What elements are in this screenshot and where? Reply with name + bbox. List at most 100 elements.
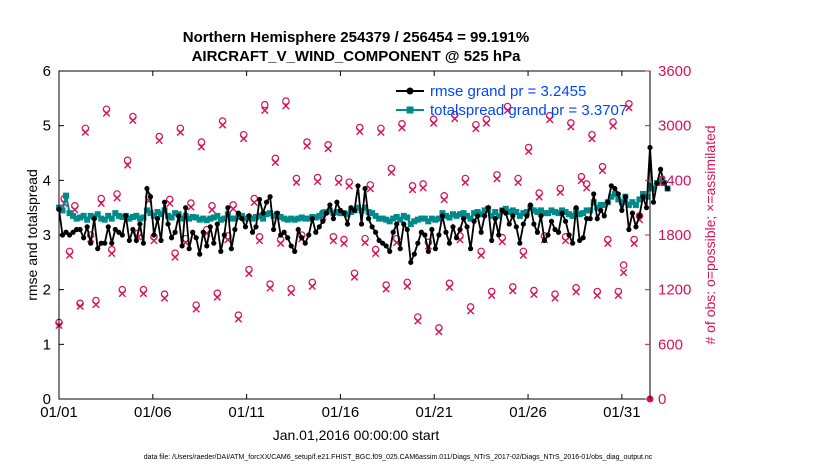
legend: rmse grand pr = 3.2455 totalspread grand…: [396, 83, 627, 119]
rmse-point: [538, 213, 544, 219]
obs-assimilated-marker: [155, 136, 163, 145]
obs-assimilated-marker: [160, 294, 169, 302]
obs-assimilated-marker: [218, 121, 227, 129]
rmse-point: [334, 199, 340, 205]
spread-point: [562, 209, 569, 216]
data-file-footnote: data file: /Users/raeder/DAI/ATM_forcXX/…: [144, 454, 653, 461]
spread-point: [492, 209, 499, 216]
obs-assimilated-stroke: [598, 166, 607, 175]
spread-point: [87, 212, 94, 219]
y-tick-label-right: 2400: [658, 172, 691, 189]
obs-assimilated-marker: [292, 178, 301, 187]
rmse-point: [341, 210, 347, 216]
spread-point: [221, 215, 228, 222]
plot-frame: [58, 70, 651, 400]
rmse-point: [263, 199, 270, 205]
obs-assimilated-stroke: [625, 104, 633, 112]
obs-assimilated-marker: [350, 273, 359, 281]
spread-point: [302, 215, 309, 222]
rmse-point: [570, 240, 576, 246]
obs-possible-marker: [123, 156, 132, 165]
obs-assimilated-marker: [419, 184, 427, 192]
obs-assimilated-marker: [614, 291, 623, 300]
spread-point: [601, 201, 608, 208]
spread-point: [77, 214, 84, 221]
spread-point: [344, 211, 351, 218]
rmse-point: [81, 235, 87, 241]
spread-point: [165, 212, 172, 219]
spread-point: [594, 204, 601, 211]
obs-possible-marker: [260, 100, 269, 109]
obs-assimilated-marker: [609, 122, 617, 130]
obs-assimilated-marker: [588, 134, 596, 143]
spread-point: [270, 212, 277, 219]
spread-point: [105, 212, 112, 219]
obs-layer: [55, 97, 654, 403]
spread-point: [73, 215, 80, 222]
spread-point: [636, 196, 643, 203]
spread-point: [590, 199, 597, 206]
rmse-point: [390, 229, 396, 235]
rmse-point: [221, 232, 227, 238]
obs-assimilated-marker: [282, 102, 290, 110]
obs-assimilated-marker: [229, 205, 237, 213]
rmse-point: [464, 224, 470, 230]
spread-point: [446, 214, 453, 221]
rmse-point: [365, 216, 372, 222]
obs-assimilated-stroke: [239, 134, 248, 143]
rmse-point: [235, 210, 242, 216]
spread-point: [263, 211, 270, 218]
rmse-point: [439, 213, 446, 219]
rmse-point: [126, 237, 132, 244]
obs-assimilated-marker: [524, 147, 533, 156]
spread-point: [520, 210, 527, 217]
rmse-point: [636, 213, 643, 219]
spread-point: [428, 215, 435, 222]
obs-assimilated-stroke: [176, 128, 185, 137]
rmse-point: [436, 232, 442, 238]
rmse-point: [654, 180, 660, 186]
obs-assimilated-marker: [150, 237, 158, 245]
y-axis-label-left: rmse and totalspread: [24, 169, 40, 301]
rmse-point: [323, 210, 329, 216]
obs-assimilated-marker: [519, 251, 528, 260]
spread-point: [355, 204, 362, 211]
rmse-point: [541, 237, 548, 244]
spread-point: [495, 212, 502, 219]
obs-assimilated-marker: [466, 307, 475, 315]
obs-assimilated-stroke: [366, 185, 375, 193]
obs-assimilated-stroke: [445, 283, 454, 291]
rmse-point: [446, 240, 453, 246]
rmse-point: [285, 235, 291, 241]
spread-point: [129, 213, 136, 220]
rmse-layer: [56, 144, 671, 266]
obs-assimilated-stroke: [65, 251, 74, 260]
spread-point: [369, 210, 376, 217]
spread-point: [376, 215, 383, 222]
obs-assimilated-marker: [482, 119, 491, 127]
obs-possible-marker: [97, 194, 106, 203]
rmse-point: [650, 199, 657, 205]
spread-point: [143, 207, 150, 214]
spread-point: [625, 201, 632, 208]
spread-point: [583, 207, 590, 214]
rmse-point: [281, 229, 287, 235]
obs-assimilated-marker: [630, 239, 638, 248]
rmse-point: [598, 207, 604, 213]
obs-assimilated-stroke: [593, 291, 601, 300]
obs-assimilated-marker: [113, 194, 121, 202]
obs-assimilated-marker: [377, 128, 385, 137]
rmse-point: [302, 240, 308, 246]
obs-assimilated-stroke: [108, 249, 116, 258]
rmse-point: [292, 248, 298, 254]
obs-possible-marker: [619, 261, 628, 269]
rmse-point: [232, 226, 238, 233]
obs-assimilated-stroke: [250, 198, 258, 207]
obs-assimilated-stroke: [524, 147, 533, 156]
spread-point: [632, 201, 639, 208]
obs-assimilated-marker: [414, 317, 422, 325]
obs-assimilated-stroke: [329, 237, 338, 245]
rmse-point: [404, 226, 410, 233]
obs-assimilated-stroke: [266, 284, 274, 292]
obs-assimilated-marker: [509, 287, 517, 295]
